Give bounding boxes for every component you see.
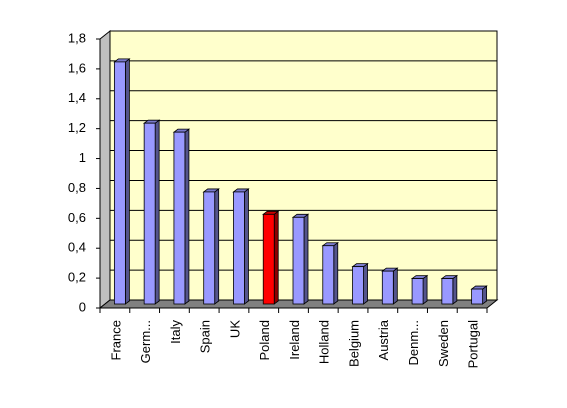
bar [262,213,275,305]
bar-side [214,188,220,305]
y-tick-label: 0,4 [68,240,86,255]
x-tick-label: Poland [257,320,272,360]
bar-side [363,262,368,305]
x-tick-label: Ireland [287,320,302,360]
bar [233,191,245,305]
bar-side [422,274,428,305]
bar-side [184,128,190,305]
bar-side [303,213,309,305]
bar-side [333,241,339,305]
bar [441,278,454,305]
y-tick-label: 0,6 [68,210,86,225]
bar [113,61,126,305]
y-tick-label: 0,2 [68,270,86,285]
x-tick-label: Sweden [436,320,451,367]
bar-side [273,210,279,305]
bar [352,266,364,305]
bar-side [452,274,458,305]
x-tick-label: France [108,320,123,360]
x-tick-label: Portugal [466,320,481,369]
y-tick-label: 0,8 [68,180,86,195]
y-tick-label: 1,4 [68,90,86,105]
x-tick-label: Italy [168,320,183,344]
y-tick-label: 1,8 [68,30,86,45]
x-tick-label: UK [227,320,242,338]
bar-side [124,58,130,305]
bar [143,122,156,305]
x-tick-label: Austria [376,319,391,360]
y-tick-label: 1,6 [68,60,86,75]
y-tick-label: 1,2 [68,120,86,135]
bar-side [244,188,249,305]
side-wall [99,29,111,310]
x-tick-label: Belgium [346,320,361,367]
y-tick-label: 0 [79,299,86,314]
y-tick-label: 1 [79,150,86,165]
bar [471,288,484,305]
x-tick-label: Germ... [138,320,153,363]
bar [381,270,394,305]
bar [411,278,424,305]
bar [173,131,186,305]
x-tick-label: Denm... [406,320,421,366]
bar [292,216,305,305]
bar-side [154,119,160,305]
bar [203,191,216,305]
bar [322,245,335,305]
x-tick-label: Holland [317,320,332,364]
bar-side [392,267,398,305]
x-tick-label: Spain [198,320,213,353]
